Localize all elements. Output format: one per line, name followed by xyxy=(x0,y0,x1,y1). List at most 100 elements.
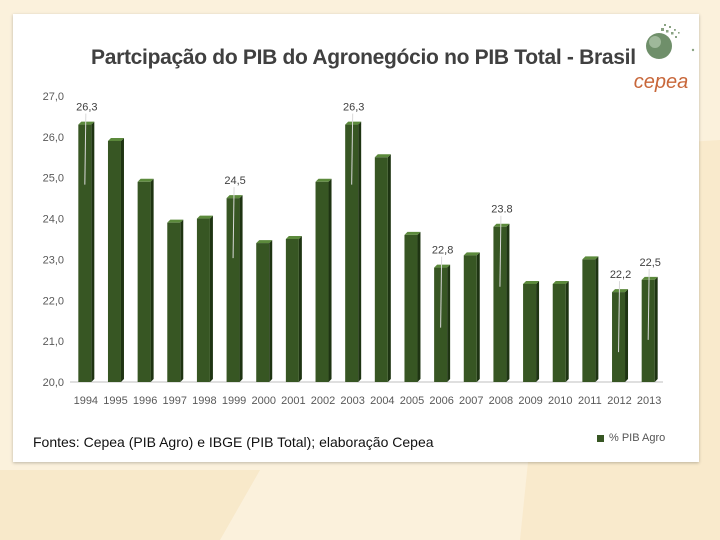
legend: % PIB Agro xyxy=(597,432,665,444)
bar-top xyxy=(315,178,332,182)
data-label-leader xyxy=(351,113,354,185)
bar-side xyxy=(328,178,332,382)
bar-top xyxy=(78,121,95,125)
bar-side xyxy=(447,264,451,382)
x-tick-label: 2007 xyxy=(459,395,483,407)
x-tick-label: 2006 xyxy=(429,395,453,407)
bar xyxy=(226,198,240,382)
legend-label: % PIB Agro xyxy=(609,432,666,444)
data-label: 26,3 xyxy=(76,102,97,114)
bar xyxy=(256,243,270,382)
x-tick-label: 2009 xyxy=(518,395,542,407)
bar-side xyxy=(180,219,184,382)
bar-top xyxy=(493,223,510,227)
chart-card: 20,0 21,0 22,0 23,0 24,0 25,0 26,0 27,0 1994 1995… xyxy=(13,14,699,462)
cepea-logo: cepea xyxy=(634,24,695,93)
data-label: 22,8 xyxy=(432,245,453,257)
bar-side xyxy=(91,121,95,382)
bar-side xyxy=(476,252,480,382)
x-tick-label: 2013 xyxy=(637,395,661,407)
x-tick-label: 2005 xyxy=(400,395,424,407)
bar-top xyxy=(523,280,540,284)
bar-side xyxy=(298,236,302,382)
y-tick-label: 23,0 xyxy=(43,254,64,266)
x-tick-label: 2004 xyxy=(370,395,394,407)
bar xyxy=(523,283,537,382)
bar xyxy=(167,222,181,382)
y-tick-label: 21,0 xyxy=(43,336,64,348)
bar-side xyxy=(417,231,421,382)
bar xyxy=(463,255,477,382)
bar xyxy=(137,181,151,382)
bar-side xyxy=(120,137,124,382)
x-tick-label: 1998 xyxy=(192,395,216,407)
x-tick-label: 1997 xyxy=(163,395,187,407)
data-label: 22,5 xyxy=(639,257,660,269)
bar xyxy=(196,218,210,382)
data-label: 23.8 xyxy=(491,204,512,216)
x-tick-label: 2001 xyxy=(281,395,305,407)
data-label: 24,5 xyxy=(224,175,245,187)
bar xyxy=(78,124,92,382)
bar-side xyxy=(387,154,391,382)
bar-top xyxy=(345,121,362,125)
bar xyxy=(404,234,418,382)
x-tick-label: 1994 xyxy=(74,395,98,407)
bar-side xyxy=(209,215,213,382)
x-tick-label: 2012 xyxy=(607,395,631,407)
bar-side xyxy=(150,178,154,382)
bar-top xyxy=(404,231,421,235)
x-tick-label: 2011 xyxy=(578,395,602,407)
bar-top xyxy=(374,154,391,158)
bar-top xyxy=(226,195,243,199)
data-label-leader xyxy=(618,281,621,353)
x-tick-label: 2010 xyxy=(548,395,572,407)
x-tick-label: 2003 xyxy=(340,395,364,407)
x-tick-label: 2002 xyxy=(311,395,335,407)
bar-side xyxy=(506,223,510,382)
data-label-leader xyxy=(232,187,235,259)
bar-top xyxy=(434,264,451,268)
y-tick-label: 22,0 xyxy=(43,295,64,307)
bar-side xyxy=(595,256,599,382)
x-tick-label: 2008 xyxy=(489,395,513,407)
logo-wordmark: cepea xyxy=(634,71,689,93)
bar-side xyxy=(239,195,243,382)
bar xyxy=(345,124,359,382)
data-label-leader xyxy=(440,256,443,328)
data-label-leader xyxy=(499,215,502,287)
bar-side xyxy=(654,276,658,382)
bar-side xyxy=(358,121,362,382)
y-tick-label: 25,0 xyxy=(43,173,64,185)
data-label-leader xyxy=(647,268,650,340)
source-note: Fontes: Cepea (PIB Agro) e IBGE (PIB Tot… xyxy=(33,434,434,450)
bar-top xyxy=(196,215,213,219)
chart-title: Partcipação do PIB do Agronegócio no PIB… xyxy=(91,46,636,69)
y-tick-label: 24,0 xyxy=(43,214,64,226)
bar-top xyxy=(612,289,629,293)
y-tick-label: 26,0 xyxy=(43,132,64,144)
x-tick-label: 1995 xyxy=(103,395,127,407)
bar-top xyxy=(552,280,569,284)
bar-top xyxy=(107,137,124,141)
bar-chart: 20,0 21,0 22,0 23,0 24,0 25,0 26,0 27,0 1994 1995… xyxy=(43,91,663,407)
bar xyxy=(285,239,299,382)
bar-top xyxy=(641,276,658,280)
x-tick-label: 1996 xyxy=(133,395,157,407)
bar-side xyxy=(269,240,273,382)
bar xyxy=(493,226,507,382)
bar xyxy=(552,283,566,382)
bar-top xyxy=(167,219,184,223)
bar-top xyxy=(137,178,154,182)
legend-swatch xyxy=(597,434,604,442)
bar-top xyxy=(256,240,273,244)
bar-top xyxy=(582,256,599,260)
bar xyxy=(582,259,596,382)
bar-top xyxy=(463,252,480,256)
bar xyxy=(315,181,329,382)
bar-side xyxy=(565,280,569,382)
y-tick-label: 20,0 xyxy=(43,377,64,389)
x-tick-label: 2000 xyxy=(251,395,275,407)
bar xyxy=(107,140,121,382)
y-tick-label: 27,0 xyxy=(43,91,64,103)
